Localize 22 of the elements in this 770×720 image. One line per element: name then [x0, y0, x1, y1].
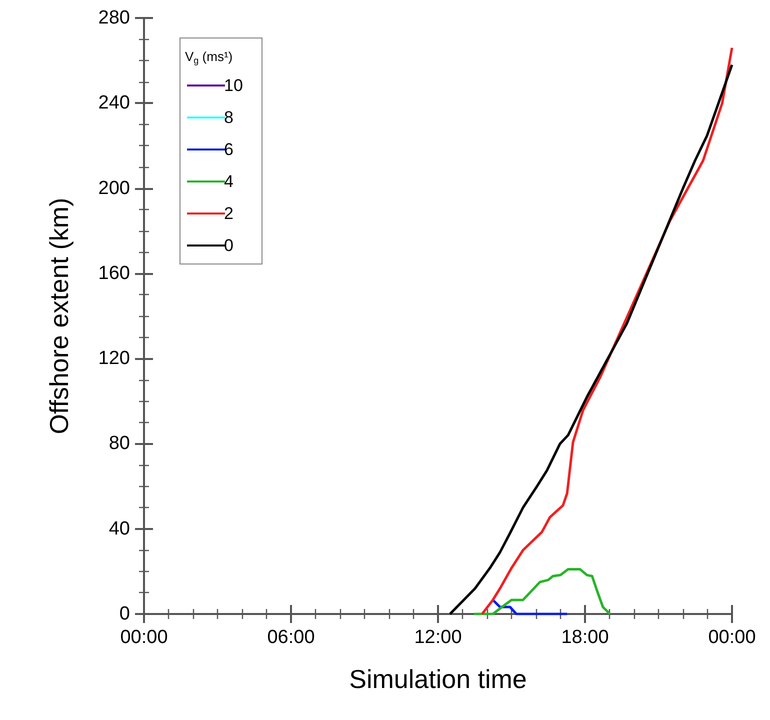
- legend-label: 10: [224, 76, 243, 95]
- y-tick-label: 40: [108, 518, 130, 540]
- legend-label: 2: [224, 204, 234, 223]
- y-tick-label: 280: [98, 8, 130, 28]
- y-tick-label: 160: [98, 262, 130, 284]
- legend-label: 4: [224, 172, 234, 191]
- y-tick-label: 80: [108, 433, 130, 454]
- y-axis-title: Offshore extent (km): [44, 198, 74, 434]
- legend-label: 8: [224, 108, 234, 127]
- y-tick-label: 200: [98, 178, 130, 199]
- legend-label: 6: [224, 140, 234, 159]
- y-tick-label: 0: [119, 604, 130, 624]
- y-tick-label: 240: [98, 92, 130, 114]
- line-series: [472, 568, 612, 616]
- x-tick-label: 00:00: [120, 627, 168, 648]
- x-tick-label: 18:00: [561, 627, 609, 648]
- x-tick-label: 00:00: [708, 627, 756, 648]
- x-tick-label: 06:00: [267, 627, 315, 648]
- legend-label: 0: [224, 236, 234, 255]
- x-tick-label: 12:00: [414, 627, 462, 648]
- x-axis-title: Simulation time: [349, 664, 527, 694]
- y-tick-label: 120: [98, 348, 130, 370]
